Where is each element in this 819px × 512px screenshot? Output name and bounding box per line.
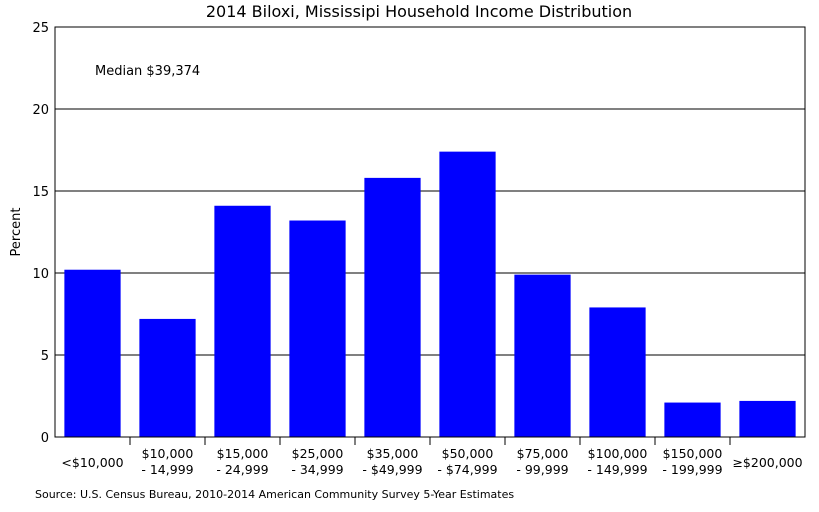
bars <box>64 151 796 437</box>
y-tick-label: 15 <box>32 185 49 200</box>
bar <box>289 220 346 437</box>
y-tick-label: 20 <box>32 103 49 118</box>
x-tick-label: $100,000- 149,999 <box>587 446 647 477</box>
bar <box>664 402 721 437</box>
bar <box>364 177 421 437</box>
x-tick-label: $50,000- $74,999 <box>437 446 497 477</box>
y-tick-label: 0 <box>41 431 49 446</box>
bar <box>139 318 196 437</box>
y-tick-label: 25 <box>32 21 49 36</box>
y-axis-ticks: 0 5 10 15 20 25 <box>32 21 49 446</box>
bar <box>589 307 646 437</box>
x-tick-label: $75,000- 99,999 <box>516 446 568 477</box>
bar <box>739 400 796 437</box>
x-axis-ticks: <$10,000 $10,000- 14,999 $15,000- 24,999 $2… <box>61 437 803 477</box>
bar <box>214 205 271 437</box>
x-tick-label: $10,000- 14,999 <box>141 446 193 477</box>
x-tick-label: ≥$200,000 <box>732 455 802 470</box>
y-axis-label: Percent <box>9 208 24 257</box>
chart-title: 2014 Biloxi, Mississipi Household Income… <box>206 2 632 21</box>
bar <box>64 269 121 437</box>
bar <box>439 151 496 437</box>
y-tick-label: 5 <box>41 349 49 364</box>
median-annotation: Median $39,374 <box>95 64 200 79</box>
x-tick-label: $15,000- 24,999 <box>216 446 268 477</box>
x-tick-label: $150,000- 199,999 <box>662 446 722 477</box>
y-tick-label: 10 <box>32 267 49 282</box>
bar <box>514 274 571 437</box>
x-tick-label: <$10,000 <box>61 455 123 470</box>
source-note: Source: U.S. Census Bureau, 2010-2014 Am… <box>35 488 514 501</box>
grid-lines <box>55 108 805 356</box>
x-tick-label: $35,000- $49,999 <box>362 446 422 477</box>
x-tick-label: $25,000- 34,999 <box>291 446 343 477</box>
